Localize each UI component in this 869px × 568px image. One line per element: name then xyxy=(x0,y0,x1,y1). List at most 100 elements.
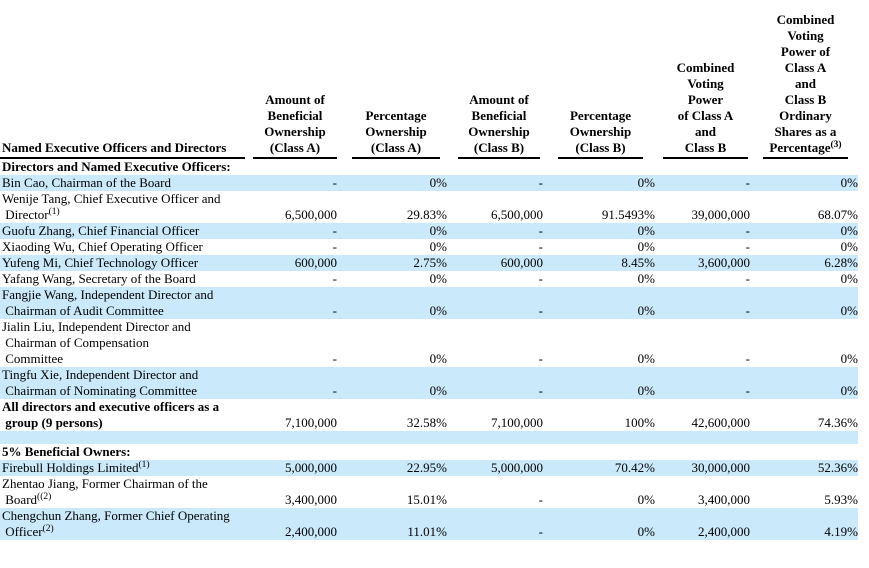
name-cell: Wenije Tang, Chief Executive Officer and… xyxy=(2,191,221,222)
table-row: Wenije Tang, Chief Executive Officer and… xyxy=(0,191,858,223)
value-cell: 68.07% xyxy=(817,207,858,222)
value-cell: 0% xyxy=(637,271,655,286)
table-row: Yafang Wang, Secretary of the Board - 0% - 0… xyxy=(0,271,858,287)
value-cell: 39,000,000 xyxy=(691,207,751,222)
column-header-label: Percentage Ownership (Class A) xyxy=(365,108,427,155)
value-cell: - xyxy=(447,287,543,319)
value-cell: - xyxy=(447,508,543,540)
value-cell: - xyxy=(538,351,543,366)
value-cell: 0% xyxy=(543,508,655,540)
value-cell: 100% xyxy=(624,415,655,430)
column-header-percentage-class-b: Percentage Ownership (Class B) xyxy=(543,12,655,159)
value-cell: 6,500,000 xyxy=(285,207,337,222)
value-cell: 0% xyxy=(750,287,858,319)
table-row: Zhentao Jiang, Former Chairman of the Bo… xyxy=(0,476,858,508)
table-header: Named Executive Officers and Directors A… xyxy=(0,12,858,159)
value-cell: 0% xyxy=(543,367,655,399)
column-header-label: Named Executive Officers and Directors xyxy=(2,140,227,155)
section-label: Directors and Named Executive Officers: xyxy=(2,159,231,174)
value-cell: 2,400,000 xyxy=(655,508,750,540)
value-cell: 70.42% xyxy=(543,460,655,476)
value-cell: - xyxy=(332,351,337,366)
name-cell: Bin Cao, Chairman of the Board xyxy=(0,175,245,191)
value-cell: 8.45% xyxy=(543,255,655,271)
column-header-label: Percentage Ownership (Class B) xyxy=(569,108,632,155)
spacer-row xyxy=(0,431,858,444)
value-cell: 52.36% xyxy=(750,460,858,476)
value-cell: 0% xyxy=(337,287,447,319)
table-row: Yufeng Mi, Chief Technology Officer 600,0… xyxy=(0,255,858,271)
table-row: Fangjie Wang, Independent Director and C… xyxy=(0,287,858,319)
value-cell: 0% xyxy=(750,367,858,399)
table-row: Tingfu Xie, Independent Director and Cha… xyxy=(0,367,858,399)
table-row: Xiaoding Wu, Chief Operating Officer - 0% -… xyxy=(0,239,858,255)
value-cell: 6.28% xyxy=(750,255,858,271)
name-cell: All directors and executive officers as … xyxy=(2,399,220,430)
name-cell: Tingfu Xie, Independent Director and Cha… xyxy=(0,367,245,399)
footnote-marker: (1) xyxy=(48,207,60,217)
name-cell: Fangjie Wang, Independent Director and C… xyxy=(0,287,245,319)
section-row: 5% Beneficial Owners: xyxy=(0,444,858,460)
value-cell: 3,400,000 xyxy=(698,492,750,507)
column-header-label: Amount of Beneficial Ownership (Class A) xyxy=(264,92,326,155)
name-cell: Guofu Zhang, Chief Financial Officer xyxy=(0,223,245,239)
value-cell: - xyxy=(447,367,543,399)
table-row: Jialin Liu, Independent Director and Cha… xyxy=(0,319,858,367)
value-cell: 74.36% xyxy=(817,415,858,430)
value-cell: - xyxy=(538,239,543,254)
column-header-amount-class-a: Amount of Beneficial Ownership (Class A) xyxy=(245,12,337,159)
value-cell: 4.19% xyxy=(750,508,858,540)
value-cell: 2.75% xyxy=(337,255,447,271)
footnote-marker: (2) xyxy=(42,524,54,534)
value-cell: 0% xyxy=(750,175,858,191)
value-cell: - xyxy=(538,492,543,507)
name-cell: Chengchun Zhang, Former Chief Operating … xyxy=(0,508,245,540)
column-header-names: Named Executive Officers and Directors xyxy=(0,12,245,159)
column-header-label: Combined Voting Power of Class A and Cla… xyxy=(769,12,837,155)
footnote-marker: ((2) xyxy=(37,492,52,502)
value-cell: 5,000,000 xyxy=(447,460,543,476)
value-cell: 6,500,000 xyxy=(491,207,543,222)
name-cell: Xiaoding Wu, Chief Operating Officer xyxy=(2,239,203,254)
value-cell: 0% xyxy=(637,351,655,366)
value-cell: 91.5493% xyxy=(601,207,655,222)
value-cell: - xyxy=(538,271,543,286)
table-row: Chengchun Zhang, Former Chief Operating … xyxy=(0,508,858,540)
value-cell: 0% xyxy=(637,492,655,507)
value-cell: - xyxy=(447,223,543,239)
value-cell: 7,100,000 xyxy=(285,415,337,430)
value-cell: 0% xyxy=(840,351,858,366)
name-cell: Zhentao Jiang, Former Chairman of the Bo… xyxy=(2,476,208,507)
value-cell: - xyxy=(745,271,750,286)
value-cell: 30,000,000 xyxy=(655,460,750,476)
column-header-combined-voting-percentage: Combined Voting Power of Class A and Cla… xyxy=(750,12,858,159)
value-cell: 0% xyxy=(750,223,858,239)
column-header-label: Amount of Beneficial Ownership (Class B) xyxy=(468,92,530,155)
value-cell: - xyxy=(655,175,750,191)
value-cell: - xyxy=(745,351,750,366)
value-cell: 22.95% xyxy=(337,460,447,476)
column-header-percentage-class-a: Percentage Ownership (Class A) xyxy=(337,12,447,159)
value-cell: - xyxy=(655,367,750,399)
section-label: 5% Beneficial Owners: xyxy=(2,444,131,459)
value-cell: - xyxy=(245,223,337,239)
table-row: Bin Cao, Chairman of the Board -0% -0% -0% xyxy=(0,175,858,191)
value-cell: 15.01% xyxy=(406,492,447,507)
value-cell: - xyxy=(745,239,750,254)
value-cell: - xyxy=(655,223,750,239)
value-cell: 5,000,000 xyxy=(245,460,337,476)
value-cell: 0% xyxy=(337,367,447,399)
name-cell: Jialin Liu, Independent Director and Cha… xyxy=(2,319,191,366)
footnote-marker: (1) xyxy=(138,460,150,470)
value-cell: 0% xyxy=(637,239,655,254)
header-row: Named Executive Officers and Directors A… xyxy=(0,12,858,159)
value-cell: 0% xyxy=(429,271,447,286)
value-cell: - xyxy=(332,239,337,254)
value-cell: 0% xyxy=(337,223,447,239)
value-cell: - xyxy=(245,287,337,319)
value-cell: 0% xyxy=(429,351,447,366)
value-cell: - xyxy=(245,175,337,191)
value-cell: 0% xyxy=(840,271,858,286)
value-cell: 0% xyxy=(543,175,655,191)
